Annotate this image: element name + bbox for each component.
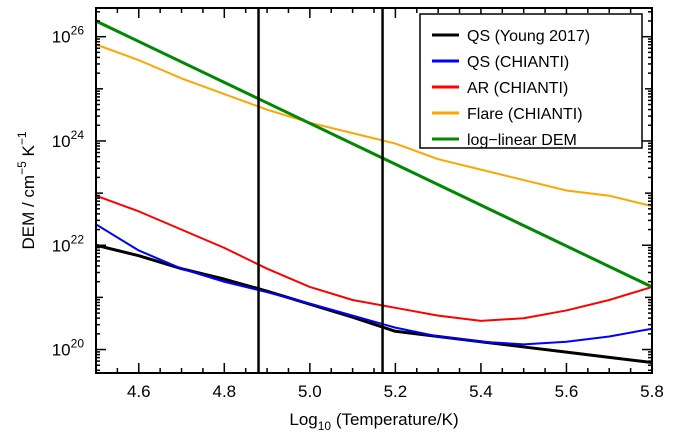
y-tick-label: 1026 — [52, 24, 85, 47]
x-tick-label: 5.4 — [469, 382, 493, 401]
y-tick-label: 1020 — [52, 337, 85, 360]
y-tick-label: 1022 — [52, 232, 85, 255]
series-layer — [96, 19, 652, 365]
legend-label: QS (CHIANTI) — [467, 54, 569, 71]
x-axis-ticks: 4.6 4.8 5.0 5.2 5.4 5.6 5.8 — [95, 8, 664, 401]
legend-label: AR (CHIANTI) — [467, 80, 568, 97]
legend-label: Flare (CHIANTI) — [467, 106, 583, 123]
x-tick-label: 4.8 — [212, 382, 236, 401]
y-axis-title: DEM / cm−5 K−1 — [15, 131, 38, 249]
series-line-3 — [96, 43, 652, 208]
x-tick-label: 5.6 — [555, 382, 579, 401]
legend: QS (Young 2017) QS (CHIANTI) AR (CHIANTI) F… — [419, 13, 643, 149]
vertical-lines — [257, 8, 384, 373]
x-tick-label: 5.0 — [298, 382, 322, 401]
legend-label: QS (Young 2017) — [467, 28, 590, 45]
x-tick-label: 4.6 — [127, 382, 151, 401]
series-line-4 — [96, 19, 652, 289]
legend-label: log−linear DEM — [467, 132, 577, 149]
y-axis-ticks: 1020 1022 1024 1026 — [52, 11, 652, 372]
x-axis-title: Log10 (Temperature/K) — [289, 410, 458, 433]
series-line-1 — [96, 223, 652, 346]
x-tick-label: 5.2 — [384, 382, 408, 401]
series-line-2 — [96, 194, 652, 322]
y-tick-label: 1024 — [52, 128, 85, 151]
x-tick-label: 5.8 — [640, 382, 664, 401]
